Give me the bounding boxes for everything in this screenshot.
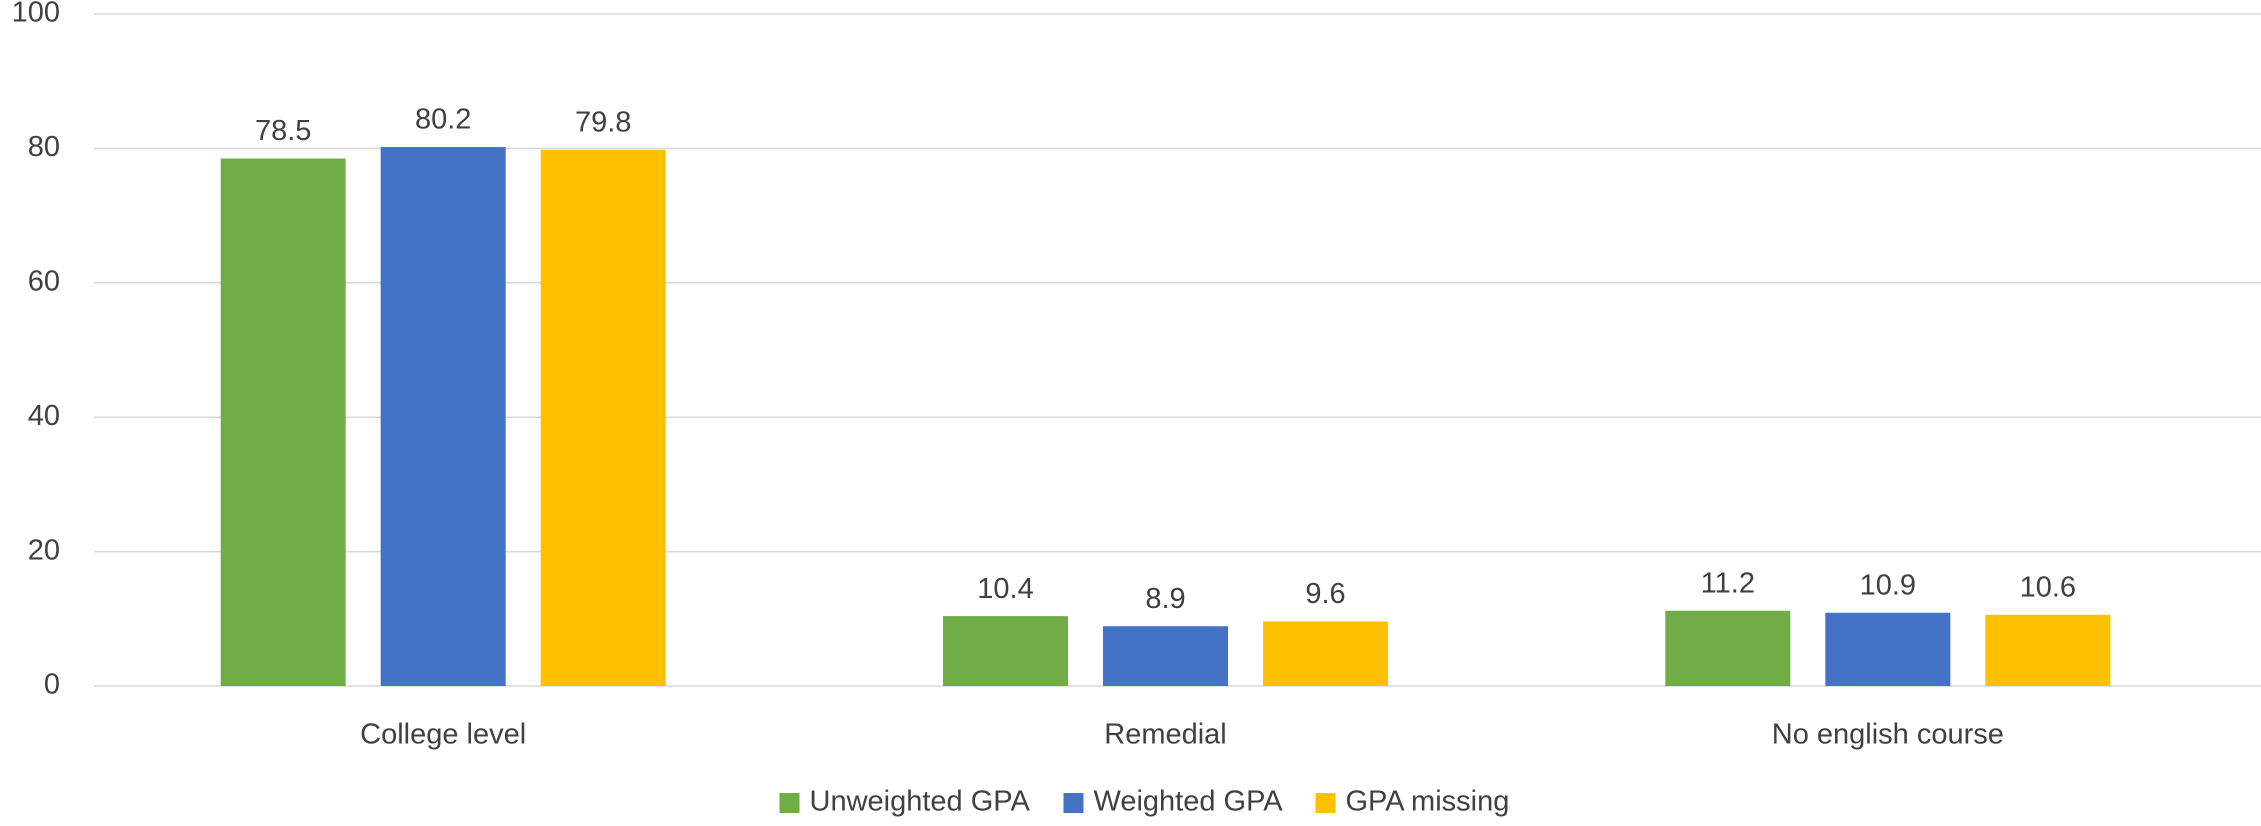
legend-label: GPA missing <box>1346 786 1510 818</box>
data-label: 11.2 <box>1701 567 1755 599</box>
data-label: 8.9 <box>1145 583 1185 615</box>
bar <box>220 158 346 687</box>
bar <box>1985 614 2111 686</box>
bar <box>943 616 1068 686</box>
y-tick-label: 40 <box>28 400 60 432</box>
bar <box>1665 610 1791 686</box>
data-label: 10.6 <box>2020 571 2076 603</box>
y-tick-label: 80 <box>28 131 60 163</box>
bar <box>540 149 666 686</box>
bar <box>1103 626 1228 686</box>
data-label: 78.5 <box>255 115 311 147</box>
data-label: 10.9 <box>1860 569 1916 601</box>
data-label: 80.2 <box>415 104 471 136</box>
legend-swatch <box>1315 793 1336 813</box>
bar <box>1825 612 1951 686</box>
x-tick-label: Remedial <box>1104 719 1227 751</box>
data-label: 10.4 <box>977 573 1033 605</box>
legend-swatch <box>779 793 800 813</box>
x-tick-label: No english course <box>1772 719 2004 751</box>
legend-label: Weighted GPA <box>1094 786 1284 818</box>
bar <box>1263 621 1388 686</box>
legend-label: Unweighted GPA <box>810 786 1031 818</box>
legend-swatch <box>1063 793 1084 813</box>
data-label: 9.6 <box>1305 578 1345 610</box>
y-tick-label: 60 <box>28 265 60 297</box>
data-label: 79.8 <box>575 106 631 138</box>
x-tick-label: College level <box>360 719 526 751</box>
y-tick-label: 0 <box>44 669 60 701</box>
y-tick-label: 100 <box>12 0 60 29</box>
y-tick-label: 20 <box>28 534 60 566</box>
bar <box>380 147 506 686</box>
